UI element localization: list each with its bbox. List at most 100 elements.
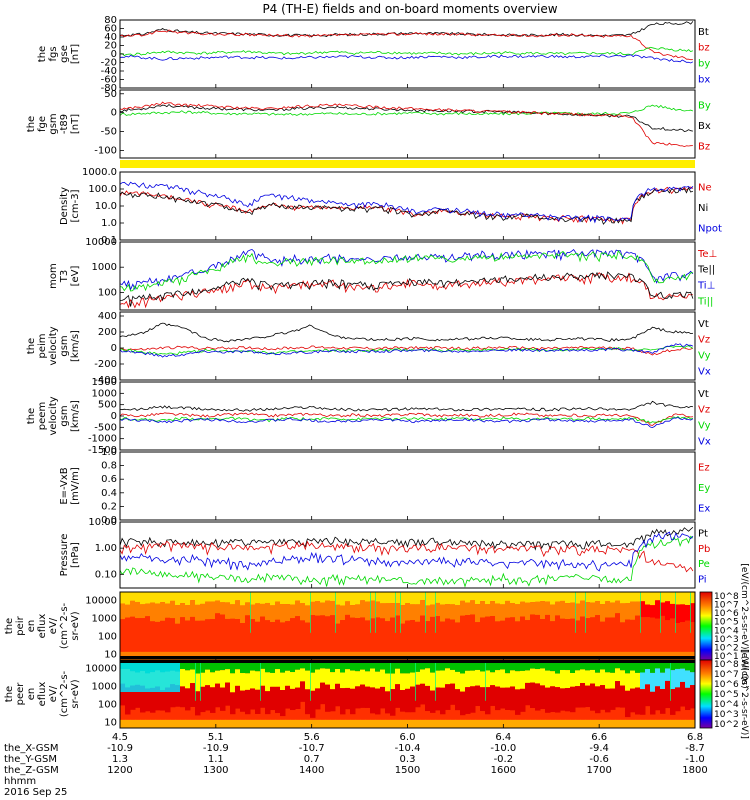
heatmap-cell	[495, 621, 501, 646]
heatmap-cell	[635, 687, 641, 715]
heatmap-cell	[170, 651, 176, 660]
legend-entry: By	[698, 100, 711, 111]
y-axis-label: the	[4, 686, 15, 702]
heatmap-cell	[405, 660, 411, 674]
heatmap-cell	[455, 660, 461, 672]
heatmap-cell	[440, 604, 446, 622]
heatmap-cell	[400, 651, 406, 660]
legend-entry: Ne	[698, 182, 712, 193]
heatmap-cell	[375, 660, 381, 672]
heatmap-cell	[165, 651, 171, 660]
x-tick-label: 1700	[586, 765, 611, 776]
heatmap-cell	[330, 672, 336, 690]
heatmap-cell	[415, 621, 421, 644]
y-tick-label: 1000	[92, 614, 117, 625]
heatmap-cell	[130, 592, 136, 601]
heatmap-cell	[670, 592, 676, 604]
heatmap-cell	[450, 669, 456, 684]
heatmap-cell	[545, 651, 551, 660]
heatmap-cell	[340, 620, 346, 644]
heatmap-cell	[490, 672, 496, 686]
heatmap-cell	[690, 622, 696, 644]
heatmap-cell	[370, 668, 376, 688]
heatmap-cell	[445, 592, 451, 605]
heatmap-cell	[505, 660, 511, 674]
heatmap-cell	[540, 651, 546, 660]
heatmap-cell	[320, 602, 326, 616]
heatmap-cell	[200, 686, 206, 713]
series-line-Pb	[119, 540, 694, 573]
heatmap-cell	[500, 592, 506, 605]
y-tick-label: -50	[101, 127, 117, 138]
heatmap-cell	[450, 719, 456, 728]
heatmap-cell	[375, 671, 381, 689]
heatmap-cell	[355, 592, 361, 605]
heatmap-cell	[280, 651, 286, 660]
heatmap-cell	[135, 592, 141, 602]
heatmap-cell	[505, 651, 511, 660]
heatmap-cell	[390, 660, 391, 701]
heatmap-cell	[545, 687, 551, 713]
heatmap-cell	[480, 617, 486, 643]
heatmap-cell	[280, 719, 286, 728]
heatmap-cell	[355, 604, 361, 619]
heatmap-cell	[640, 660, 646, 673]
heatmap-cell	[480, 719, 486, 728]
heatmap-cell	[570, 618, 576, 640]
heatmap-cell	[600, 669, 606, 686]
heatmap-cell	[325, 719, 331, 728]
heatmap-cell	[525, 670, 531, 683]
heatmap-cell	[245, 689, 251, 715]
y-tick-label: 400	[98, 311, 117, 322]
heatmap-cell	[255, 660, 261, 672]
heatmap-cell	[435, 660, 436, 701]
panel-peer-en-eflux: 10^810^710^610^510^410^310^2 [eV/(cm^2-s-…	[4, 649, 749, 739]
x-tick-label: 5.6	[304, 732, 320, 743]
heatmap-cell	[390, 689, 396, 716]
heatmap-cell	[280, 660, 286, 673]
heatmap-cell	[290, 651, 296, 660]
heatmap-cell	[645, 669, 651, 685]
heatmap-cell	[655, 651, 661, 660]
heatmap-cell	[435, 651, 441, 660]
heatmap-cell	[645, 684, 651, 707]
heatmap-cell	[385, 621, 391, 643]
y-axis-label: [nT]	[70, 44, 81, 64]
y-axis-label: gsm	[48, 113, 59, 134]
heatmap-cell	[515, 660, 521, 672]
y-tick-label: 80	[104, 15, 117, 26]
heatmap-cell	[615, 651, 621, 660]
heatmap-cell	[150, 592, 156, 603]
heatmap-cell	[365, 719, 371, 728]
heatmap-cell	[365, 671, 371, 687]
heatmap-cell	[670, 651, 676, 660]
heatmap-cell	[385, 592, 391, 604]
heatmap-cell	[340, 672, 346, 689]
heatmap-cell	[490, 719, 496, 728]
heatmap-cell	[615, 613, 621, 636]
x-tick-label: -10.7	[299, 743, 325, 754]
y-tick-label: 0.8	[101, 461, 117, 472]
heatmap-cell	[210, 651, 216, 660]
heatmap-cell	[680, 622, 686, 646]
heatmap-cell	[675, 604, 681, 624]
heatmap-cell	[475, 685, 481, 707]
heatmap-cell	[645, 719, 651, 728]
heatmap-cell	[310, 660, 311, 701]
heatmap-cell	[635, 651, 641, 660]
heatmap-cell	[380, 651, 386, 660]
x-tick-label: 6.6	[591, 732, 607, 743]
y-axis-label: the	[26, 116, 37, 132]
heatmap-cell	[690, 672, 696, 686]
heatmap-cell	[245, 615, 251, 641]
heatmap-cell	[380, 618, 386, 645]
heatmap-cell	[145, 616, 151, 641]
heatmap-cell	[270, 592, 276, 606]
heatmap-cell	[485, 670, 491, 688]
heatmap-cell	[165, 603, 171, 618]
series-line-bz	[119, 29, 693, 61]
series-line-Pt	[119, 526, 694, 551]
heatmap-cell	[560, 719, 566, 728]
heatmap-cell	[660, 660, 666, 673]
heatmap-cell	[485, 687, 491, 715]
